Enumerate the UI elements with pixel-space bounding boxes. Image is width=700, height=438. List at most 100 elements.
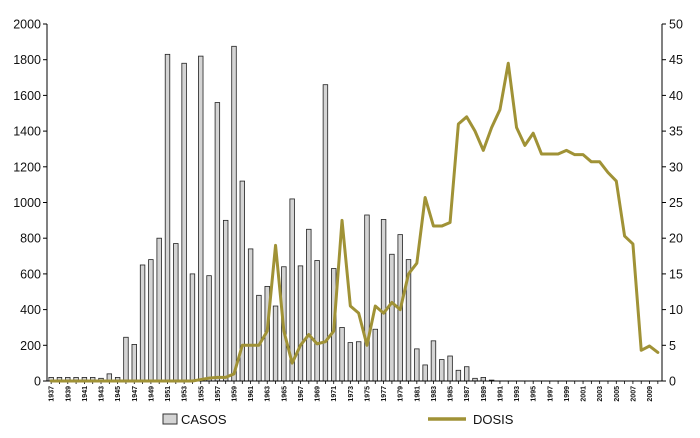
bar-casos-1989 (480, 377, 486, 382)
bar-casos-1951 (164, 53, 171, 382)
x-tick-label: 1955 (198, 386, 205, 402)
bar-casos-1952 (173, 243, 179, 382)
x-tick-label: 1995 (531, 386, 538, 402)
line-group (49, 61, 660, 383)
y-right-tick-label: 25 (669, 196, 683, 210)
x-tick-label: 1989 (481, 386, 488, 402)
x-tick-label: 1965 (281, 386, 288, 402)
x-tick-label: 2001 (581, 386, 588, 402)
x-tick-label: 1987 (464, 386, 471, 402)
y-left-tick-label: 2000 (13, 18, 41, 32)
x-tick-label: 1973 (348, 386, 355, 402)
y-left-tick-label: 1200 (13, 160, 41, 174)
y-left-tick-label: 1600 (13, 89, 41, 103)
bar-casos-1954 (189, 273, 196, 382)
bar-casos-1977 (380, 219, 387, 382)
x-tick-label: 1969 (315, 386, 322, 402)
bar-casos-1950 (156, 237, 162, 382)
x-tick-label: 1959 (231, 386, 238, 402)
y-right-tick-label: 35 (669, 125, 683, 139)
x-tick-label: 1999 (564, 386, 571, 402)
bar-casos-1959 (231, 45, 237, 382)
x-tick-label: 1963 (265, 386, 272, 402)
y-left-tick-label: 600 (20, 267, 41, 281)
x-tick-label: 1957 (215, 386, 222, 402)
x-tick-label: 1967 (298, 386, 305, 402)
x-tick-label: 2003 (597, 386, 604, 402)
y-right-tick-label: 15 (669, 267, 683, 281)
bar-casos-1955 (198, 55, 204, 382)
bar-casos-1984 (439, 359, 445, 382)
y-right-tick-label: 20 (669, 232, 683, 246)
x-tick-label: 1983 (431, 386, 438, 402)
x-tick-label: 1947 (132, 386, 139, 402)
y-right-tick-label: 45 (669, 53, 683, 67)
bar-casos-1949 (148, 259, 154, 382)
x-tick-label: 1997 (547, 386, 554, 402)
x-tick-label: 1991 (497, 386, 504, 402)
bar-casos-1970 (322, 84, 329, 382)
y-right-tick-label: 0 (669, 375, 676, 389)
line-dosis (49, 61, 660, 383)
bar-casos-1974 (355, 341, 362, 382)
bar-casos-1976 (372, 328, 378, 382)
bars-group (48, 45, 495, 382)
bar-casos-1981 (414, 348, 420, 382)
x-tick-label: 1943 (99, 386, 106, 402)
bar-casos-1967 (297, 265, 304, 382)
bar-casos-1947 (131, 344, 137, 382)
bar-casos-1982 (422, 364, 428, 382)
y-right-tick-label: 5 (669, 339, 676, 353)
bar-casos-1958 (222, 219, 229, 382)
x-tick-label: 1945 (115, 386, 122, 402)
bar-casos-1973 (347, 342, 354, 382)
bar-casos-1948 (139, 264, 146, 382)
x-tick-label: 1937 (49, 386, 56, 402)
x-tick-label: 2009 (647, 386, 654, 402)
bar-casos-1956 (206, 275, 212, 382)
legend-swatch-casos (162, 413, 178, 425)
y-right-tick-label: 10 (669, 303, 683, 317)
bar-casos-1986 (455, 369, 462, 382)
x-tick-label: 1961 (248, 386, 255, 402)
bar-casos-1975 (364, 214, 370, 382)
legend-label-dosis: DOSIS (473, 412, 514, 427)
bar-casos-1962 (256, 294, 262, 382)
ticks-group: 0 200 400 600 800 1000 1200 1400 1600 1800 2000 0 5 1… (13, 18, 683, 402)
x-tick-label: 1977 (381, 386, 388, 402)
y-left-tick-label: 200 (20, 339, 41, 353)
legend: CASOS DOSIS (162, 412, 514, 427)
x-tick-label: 1953 (182, 386, 189, 402)
y-left-tick-label: 1000 (13, 196, 41, 210)
x-tick-label: 2007 (630, 386, 637, 402)
x-tick-label: 1971 (331, 386, 338, 402)
axes-group (43, 23, 666, 384)
bar-casos-1961 (247, 248, 254, 382)
bar-casos-1957 (214, 102, 221, 382)
bar-casos-1953 (181, 62, 187, 382)
bar-casos-1978 (389, 253, 395, 382)
y-left-tick-label: 400 (20, 303, 41, 317)
y-left-tick-label: 0 (34, 375, 41, 389)
x-tick-label: 1941 (82, 386, 89, 402)
y-left-tick-label: 800 (20, 232, 41, 246)
bar-casos-1983 (430, 340, 437, 382)
y-left-tick-label: 1400 (13, 125, 41, 139)
bar-casos-1946 (123, 336, 129, 382)
bar-casos-1972 (339, 327, 345, 382)
bar-casos-1968 (306, 228, 312, 382)
y-right-tick-label: 40 (669, 89, 683, 103)
x-tick-label: 1949 (148, 386, 155, 402)
bar-casos-1987 (464, 366, 470, 382)
legend-label-casos: CASOS (181, 412, 227, 427)
bar-casos-1964 (272, 305, 279, 382)
x-tick-label: 1993 (514, 386, 521, 402)
y-right-tick-label: 30 (669, 160, 683, 174)
x-tick-label: 1979 (398, 386, 405, 402)
x-tick-label: 1975 (364, 386, 371, 402)
x-tick-label: 1951 (165, 386, 172, 402)
bar-casos-1969 (314, 260, 320, 382)
y-left-tick-label: 1800 (13, 53, 41, 67)
x-tick-label: 1939 (65, 386, 72, 402)
